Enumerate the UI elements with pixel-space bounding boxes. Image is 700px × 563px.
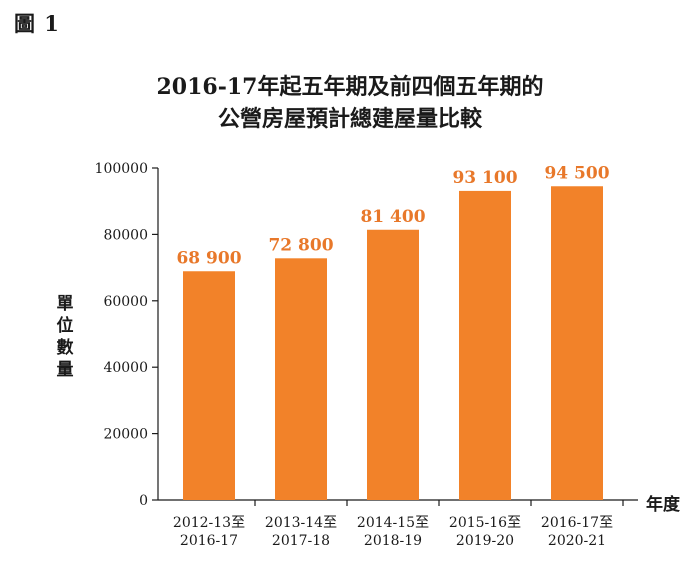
chart-title-line1: 2016-17年起五年期及前四個五年期的 [156, 74, 544, 100]
bar-value-label: 94 500 [544, 163, 609, 183]
x-tick-label: 2014-15至 [357, 515, 429, 531]
y-axis-label: 單位數量 [56, 294, 74, 380]
x-tick-label: 2013-14至 [265, 515, 337, 531]
x-tick-label: 2018-19 [364, 533, 422, 549]
chart-title-line2: 公營房屋預計總建屋量比較 [217, 106, 482, 132]
x-tick-label: 2016-17至 [541, 515, 613, 531]
bar-value-label: 81 400 [360, 207, 425, 227]
y-tick-label: 40000 [103, 360, 148, 376]
bar-value-label: 72 800 [268, 235, 333, 255]
bar-value-label: 68 900 [176, 248, 241, 268]
y-tick-label: 20000 [103, 427, 148, 443]
x-tick-label: 2015-16至 [449, 515, 521, 531]
y-tick-label: 80000 [103, 227, 148, 243]
x-tick-label: 2012-13至 [173, 515, 245, 531]
bar [551, 186, 603, 500]
y-tick-label: 100000 [95, 161, 148, 177]
x-tick-label: 2019-20 [456, 533, 514, 549]
bar [183, 271, 235, 500]
x-tick-label: 2020-21 [548, 533, 606, 549]
bar [459, 190, 511, 500]
bar [275, 258, 327, 500]
x-tick-label: 2016-17 [180, 533, 238, 549]
x-tick-label: 2017-18 [272, 533, 330, 549]
bar [367, 229, 419, 500]
bar-value-label: 93 100 [452, 168, 517, 188]
y-tick-label: 60000 [103, 294, 148, 310]
figure-label: 圖 1 [14, 11, 60, 36]
x-axis-label: 年度 [646, 495, 680, 515]
y-tick-label: 0 [139, 493, 148, 509]
